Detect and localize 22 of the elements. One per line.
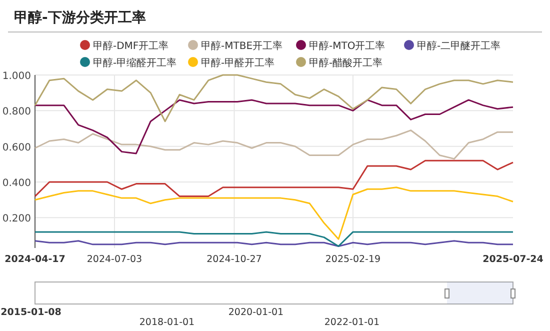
legend-label: 甲醇-醋酸开工率: [309, 57, 383, 69]
text: 2020-01-01: [228, 307, 284, 318]
text: 2018-01-01: [139, 317, 195, 328]
y-tick-label: 1.000: [2, 71, 31, 82]
x-tick-label: 2025-07-24: [482, 254, 544, 265]
legend-label: 甲醇-甲醛开工率: [201, 57, 275, 69]
legend-label: 甲醇-DMF开工率: [93, 40, 169, 52]
text: 2022-01-01: [324, 317, 380, 328]
y-tick-label: 0.600: [2, 142, 31, 154]
legend-label: 甲醇-MTO开工率: [309, 40, 386, 52]
legend-label: 甲醇-二甲醚开工率: [417, 40, 501, 52]
x-tick-label: 2025-02-19: [325, 254, 381, 265]
x-tick-label: 2024-10-27: [206, 254, 262, 265]
title: 甲醇-下游分类开工率: [14, 10, 146, 26]
x-tick-label: 2024-04-17: [4, 254, 66, 265]
y-tick-label: 0.800: [2, 106, 31, 118]
legend-label: 甲醇-MTBE开工率: [201, 40, 283, 52]
y-tick-label: 0.400: [2, 178, 31, 190]
x-tick-label: 2024-07-03: [86, 254, 142, 265]
legend-label: 甲醇-甲缩醛开工率: [93, 57, 177, 69]
y-tick-label: 0.200: [2, 214, 31, 225]
text: 2015-01-08: [0, 307, 62, 318]
